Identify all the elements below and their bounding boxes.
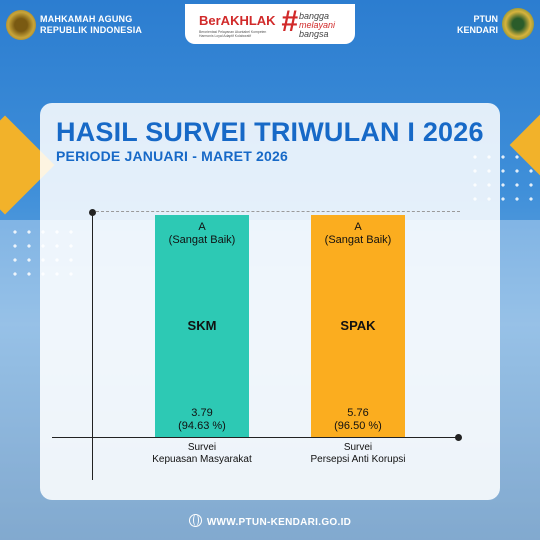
page-title: HASIL SURVEI TRIWULAN I 2026 (56, 117, 484, 147)
header: MAHKAMAH AGUNG REPUBLIK INDONESIA BerAKH… (0, 0, 540, 60)
chart-x-axis (52, 437, 459, 438)
org-name-left: MAHKAMAH AGUNG REPUBLIK INDONESIA (40, 14, 143, 35)
x-tick-label-spak: Survei Persepsi Anti Korupsi (310, 442, 406, 465)
ptun-kendari-logo-icon (502, 8, 534, 40)
bar-value-label: 3.79 (94.63 %) (178, 407, 226, 432)
bar-grade-label: A (Sangat Baik) (324, 221, 392, 246)
bar-skm: A (Sangat Baik) SKM 3.79 (94.63 %) (155, 215, 249, 437)
chart-gridline (96, 211, 460, 212)
bar-name-label: SPAK (340, 318, 376, 333)
berakhlak-brand: BerAKHLAK Berorientasi Pelayanan Akuntab… (185, 4, 355, 44)
hashtag-icon: # (281, 5, 298, 38)
bar-grade-label: A (Sangat Baik) (168, 221, 236, 246)
brand-tagline: bangga melayani bangsa (299, 11, 336, 39)
mahkamah-agung-logo-icon (6, 10, 36, 40)
brand-main-text: BerAKHLAK (199, 13, 276, 28)
page-subtitle: PERIODE JANUARI - MARET 2026 (56, 148, 288, 164)
content-card (40, 103, 500, 500)
y-axis-end-dot (89, 209, 96, 216)
x-axis-end-dot (455, 434, 462, 441)
bar-spak: A (Sangat Baik) SPAK 5.76 (96.50 %) (311, 215, 405, 437)
x-tick-label-skm: Survei Kepuasan Masyarakat (152, 442, 252, 465)
bar-name-label: SKM (187, 318, 217, 333)
website-url[interactable]: WWW.PTUN-KENDARI.GO.ID (206, 517, 352, 528)
bar-value-label: 5.76 (96.50 %) (334, 407, 382, 432)
chart-y-axis (92, 212, 93, 480)
footer-website[interactable]: WWW.PTUN-KENDARI.GO.ID (0, 514, 540, 528)
org-name-right: PTUN KENDARI (456, 14, 498, 35)
brand-sub-text: Berorientasi Pelayanan Akuntabel Kompete… (199, 30, 267, 38)
globe-icon (188, 514, 202, 527)
